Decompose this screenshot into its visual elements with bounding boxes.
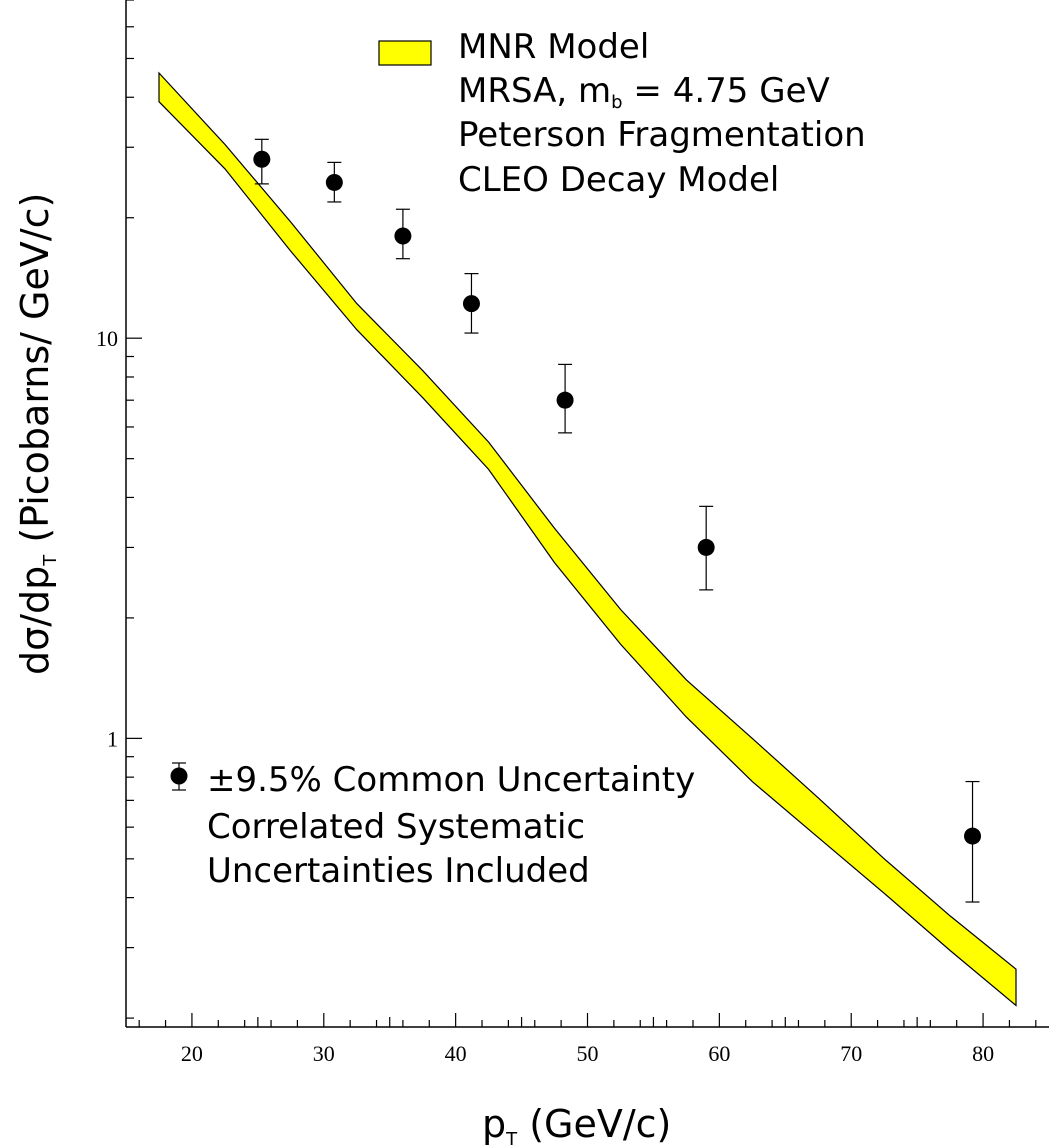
y-tick-label: 10 [96, 326, 118, 351]
legend-data-line-3: Uncertainties Included [207, 851, 590, 891]
x-axis-title-main: p [482, 1102, 506, 1146]
legend-model-mass-subscript: b [611, 92, 622, 113]
y-axis-title-rest: (Picobarns/ GeV/c) [13, 193, 57, 555]
data-point [253, 138, 271, 185]
legend-model-line-2: MRSA, mb = 4.75 GeV [458, 71, 830, 113]
legend-model-line-4: CLEO Decay Model [458, 160, 779, 200]
legend-model-mass-label: MRSA, m [458, 71, 611, 111]
x-tick-label: 40 [445, 1041, 467, 1066]
legend-model-line-3: Peterson Fragmentation [458, 115, 866, 155]
data-point [964, 780, 982, 903]
band-layer [158, 71, 1017, 1007]
legend-model-line-1: MNR Model [458, 27, 649, 67]
legend-model-mass-value: = 4.75 GeV [623, 71, 830, 111]
legend-data: ±9.5% Common Uncertainty Correlated Syst… [170, 760, 695, 891]
legend-model-swatch [378, 40, 432, 66]
legend-data-line-1: ±9.5% Common Uncertainty [207, 760, 695, 800]
data-marker [325, 173, 343, 191]
data-point [462, 273, 480, 334]
y-tick-label: 1 [107, 726, 118, 751]
x-tick-label: 30 [313, 1041, 335, 1066]
data-point [697, 505, 715, 591]
x-axis-title-subscript: T [505, 1129, 518, 1148]
points-layer [253, 138, 982, 903]
data-marker [556, 391, 574, 409]
legend-data-marker [170, 767, 188, 785]
data-marker [253, 150, 271, 168]
x-tick-label: 70 [840, 1041, 862, 1066]
x-tick-label: 60 [708, 1041, 730, 1066]
y-axis-title: dσ/dpT (Picobarns/ GeV/c) [13, 193, 61, 675]
x-tick-label: 80 [972, 1041, 994, 1066]
data-point [394, 208, 412, 260]
data-marker [964, 827, 982, 845]
data-marker [697, 538, 715, 556]
ticks-layer: 20 30 40 50 60 70 80 1 10 [96, 0, 1037, 1066]
legend-data-line-2: Correlated Systematic [207, 807, 585, 847]
data-point [556, 363, 574, 434]
y-axis-title-main: dσ/dp [13, 566, 57, 675]
x-tick-label: 20 [181, 1041, 203, 1066]
legend-model: MNR Model MRSA, mb = 4.75 GeV Peterson F… [378, 27, 866, 200]
y-axis-title-subscript: T [40, 554, 61, 567]
x-axis-title: pT (GeV/c) [482, 1102, 671, 1148]
x-tick-label: 50 [577, 1041, 599, 1066]
mnr-model-band [158, 71, 1017, 1007]
x-axis-title-rest: (GeV/c) [517, 1102, 671, 1146]
data-point [325, 161, 343, 203]
data-marker [462, 295, 480, 313]
data-marker [394, 227, 412, 245]
